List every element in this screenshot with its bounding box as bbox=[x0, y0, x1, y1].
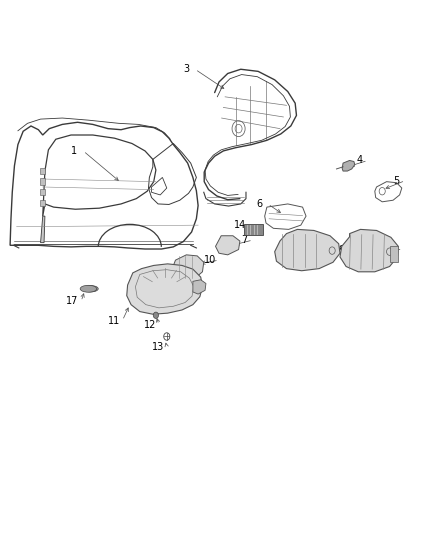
Text: 11: 11 bbox=[108, 316, 120, 326]
Text: 5: 5 bbox=[393, 175, 400, 185]
Ellipse shape bbox=[83, 286, 98, 292]
Text: 14: 14 bbox=[234, 220, 246, 230]
Text: 4: 4 bbox=[356, 156, 362, 165]
Text: 13: 13 bbox=[152, 342, 164, 352]
Text: 3: 3 bbox=[183, 64, 189, 74]
Polygon shape bbox=[41, 216, 45, 243]
Text: 9: 9 bbox=[339, 245, 345, 255]
Text: 12: 12 bbox=[144, 320, 156, 330]
Text: 7: 7 bbox=[241, 235, 247, 245]
Polygon shape bbox=[193, 280, 206, 294]
Circle shape bbox=[153, 312, 159, 318]
Polygon shape bbox=[342, 160, 355, 171]
Bar bbox=[391, 246, 398, 262]
Bar bbox=[40, 168, 45, 174]
Text: 10: 10 bbox=[204, 255, 216, 265]
Bar bbox=[244, 224, 262, 235]
Bar bbox=[40, 189, 45, 196]
Text: 17: 17 bbox=[66, 296, 78, 306]
Ellipse shape bbox=[80, 285, 97, 292]
Polygon shape bbox=[215, 236, 240, 255]
Bar bbox=[40, 200, 45, 206]
Text: 6: 6 bbox=[256, 199, 262, 209]
Bar bbox=[40, 179, 45, 185]
Text: 1: 1 bbox=[71, 146, 78, 156]
Polygon shape bbox=[340, 229, 398, 272]
Polygon shape bbox=[275, 229, 340, 271]
Text: 8: 8 bbox=[391, 245, 397, 255]
Polygon shape bbox=[127, 264, 202, 314]
Polygon shape bbox=[172, 255, 204, 280]
